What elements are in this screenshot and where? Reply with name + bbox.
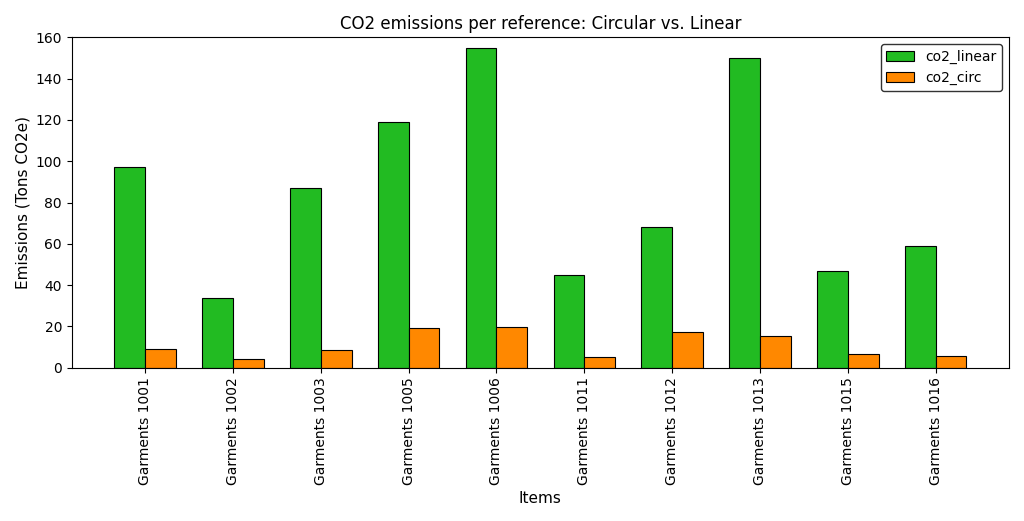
Bar xyxy=(554,275,585,368)
Bar xyxy=(760,336,791,368)
Bar xyxy=(409,328,439,368)
Title: CO2 emissions per reference: Circular vs. Linear: CO2 emissions per reference: Circular vs… xyxy=(340,15,741,33)
Bar xyxy=(321,350,351,368)
X-axis label: Items: Items xyxy=(519,491,562,506)
Bar xyxy=(202,297,232,368)
Bar xyxy=(641,227,672,368)
Bar xyxy=(672,331,702,368)
Bar xyxy=(848,354,879,368)
Bar xyxy=(936,356,967,368)
Y-axis label: Emissions (Tons CO2e): Emissions (Tons CO2e) xyxy=(15,116,30,289)
Legend: co2_linear, co2_circ: co2_linear, co2_circ xyxy=(881,44,1002,91)
Bar xyxy=(729,58,760,368)
Bar xyxy=(497,328,527,368)
Bar xyxy=(466,47,497,368)
Bar xyxy=(585,357,615,368)
Bar xyxy=(817,271,848,368)
Bar xyxy=(905,246,936,368)
Bar xyxy=(145,349,176,368)
Bar xyxy=(232,359,264,368)
Bar xyxy=(115,167,145,368)
Bar xyxy=(378,122,409,368)
Bar xyxy=(290,188,321,368)
